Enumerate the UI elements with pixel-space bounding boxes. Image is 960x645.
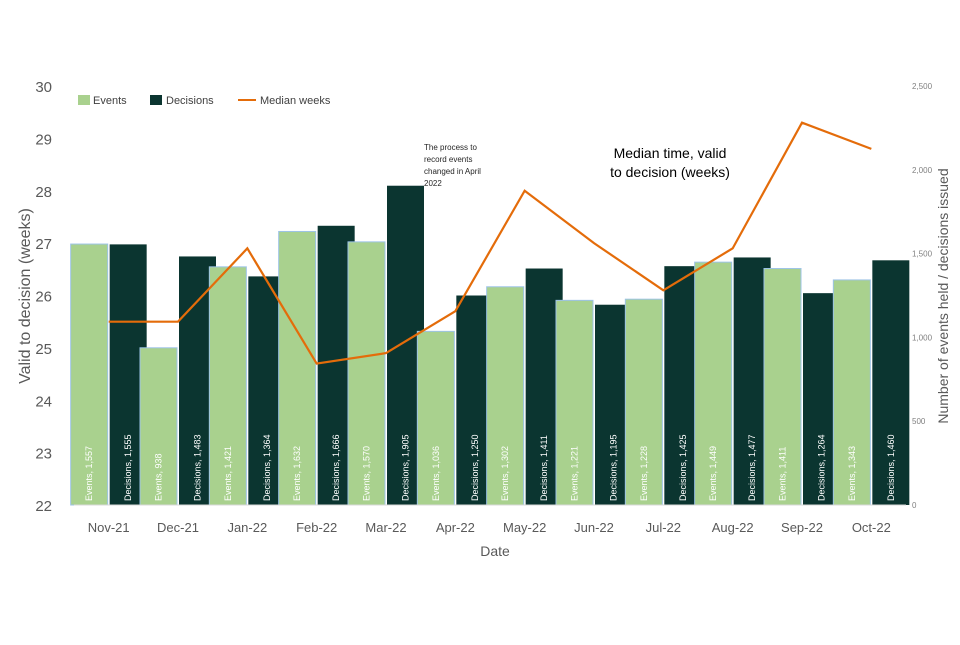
legend-label-decisions: Decisions [166, 95, 214, 107]
events-bar-label: Events, 1,411 [778, 447, 788, 501]
decisions-bar-label: Decisions, 1,483 [193, 434, 203, 501]
decisions-bar-label: Decisions, 1,905 [401, 434, 411, 501]
legend-label-median: Median weeks [260, 95, 331, 107]
x-tick-label: Jul-22 [646, 520, 681, 535]
y-tick-label: 25 [35, 341, 52, 358]
decisions-bar-label: Decisions, 1,425 [678, 434, 688, 501]
x-axis-title: Date [480, 543, 510, 559]
events-bar-label: Events, 1,632 [292, 446, 302, 501]
x-tick-label: Sep-22 [781, 520, 823, 535]
events-bar-label: Events, 1,421 [223, 446, 233, 501]
annotation-line: changed in April [424, 167, 481, 176]
annotation-line: 2022 [424, 179, 442, 188]
y2-tick-label: 1,000 [912, 333, 933, 342]
events-bar-label: Events, 1,302 [500, 446, 510, 501]
events-bar [624, 298, 663, 506]
events-bar-label: Events, 1,221 [570, 446, 580, 501]
decisions-bar-label: Decisions, 1,555 [123, 434, 133, 501]
x-tick-label: Nov-21 [88, 520, 130, 535]
y2-tick-label: 0 [912, 501, 917, 510]
x-tick-label: Jan-22 [227, 520, 267, 535]
events-bar [832, 279, 871, 506]
decisions-bar-label: Decisions, 1,195 [609, 434, 619, 501]
legend-swatch-events [78, 95, 90, 105]
chart-title: Median time, valid to decision (weeks) [610, 145, 730, 180]
x-tick-label: Feb-22 [296, 520, 337, 535]
y-tick-label: 28 [35, 184, 52, 201]
y2-tick-label: 1,500 [912, 250, 933, 259]
events-bar [70, 243, 109, 506]
events-bar-label: Events, 1,228 [639, 446, 649, 501]
x-tick-label: Dec-21 [157, 520, 199, 535]
annotation-line: record events [424, 155, 472, 164]
y2-tick-label: 2,000 [912, 166, 933, 175]
events-bar [763, 268, 802, 506]
decisions-bar-label: Decisions, 1,250 [470, 434, 480, 501]
events-bar [208, 266, 247, 506]
y2-axis-title: Number of events held / decisions issued [935, 168, 951, 423]
y-tick-label: 22 [35, 498, 52, 515]
legend-swatch-decisions [150, 95, 162, 105]
x-tick-label: Oct-22 [852, 520, 891, 535]
x-tick-label: Mar-22 [365, 520, 406, 535]
y-tick-label: 30 [35, 79, 52, 96]
decisions-bar-label: Decisions, 1,666 [331, 434, 341, 501]
y2-tick-label: 2,500 [912, 82, 933, 91]
events-bar-label: Events, 1,343 [847, 446, 857, 501]
y-tick-label: 23 [35, 446, 52, 463]
decisions-bar-label: Decisions, 1,264 [817, 434, 827, 501]
x-tick-label: May-22 [503, 520, 546, 535]
y-tick-label: 26 [35, 289, 52, 306]
x-tick-label: Apr-22 [436, 520, 475, 535]
decisions-bar-label: Decisions, 1,460 [886, 434, 896, 501]
events-bar [486, 286, 525, 506]
events-bar-label: Events, 1,036 [431, 446, 441, 501]
legend-label-events: Events [93, 95, 127, 107]
events-bar [139, 347, 178, 506]
median-weeks-line [108, 121, 872, 365]
events-bar [555, 299, 594, 506]
y-tick-label: 24 [35, 393, 52, 410]
events-bar-label: Events, 1,570 [362, 446, 372, 501]
chart-title-line: to decision (weeks) [610, 164, 730, 180]
y-tick-label: 29 [35, 131, 52, 148]
chart-title-line: Median time, valid [614, 145, 727, 161]
events-bar-label: Events, 938 [154, 453, 164, 501]
x-tick-label: Jun-22 [574, 520, 614, 535]
y2-tick-label: 500 [912, 417, 926, 426]
decisions-bar-label: Decisions, 1,477 [747, 434, 757, 501]
decisions-bar-label: Decisions, 1,364 [262, 434, 272, 501]
annotation-text: The process to record events changed in Ap… [424, 143, 481, 188]
x-tick-label: Aug-22 [712, 520, 754, 535]
events-bar-label: Events, 1,557 [84, 446, 94, 501]
decisions-bar [872, 260, 910, 505]
events-bar-label: Events, 1,449 [708, 446, 718, 501]
annotation-line: The process to [424, 143, 477, 152]
decisions-bar-label: Decisions, 1,411 [539, 435, 549, 501]
y-tick-label: 27 [35, 236, 52, 253]
y-axis-title: Valid to decision (weeks) [17, 208, 34, 384]
